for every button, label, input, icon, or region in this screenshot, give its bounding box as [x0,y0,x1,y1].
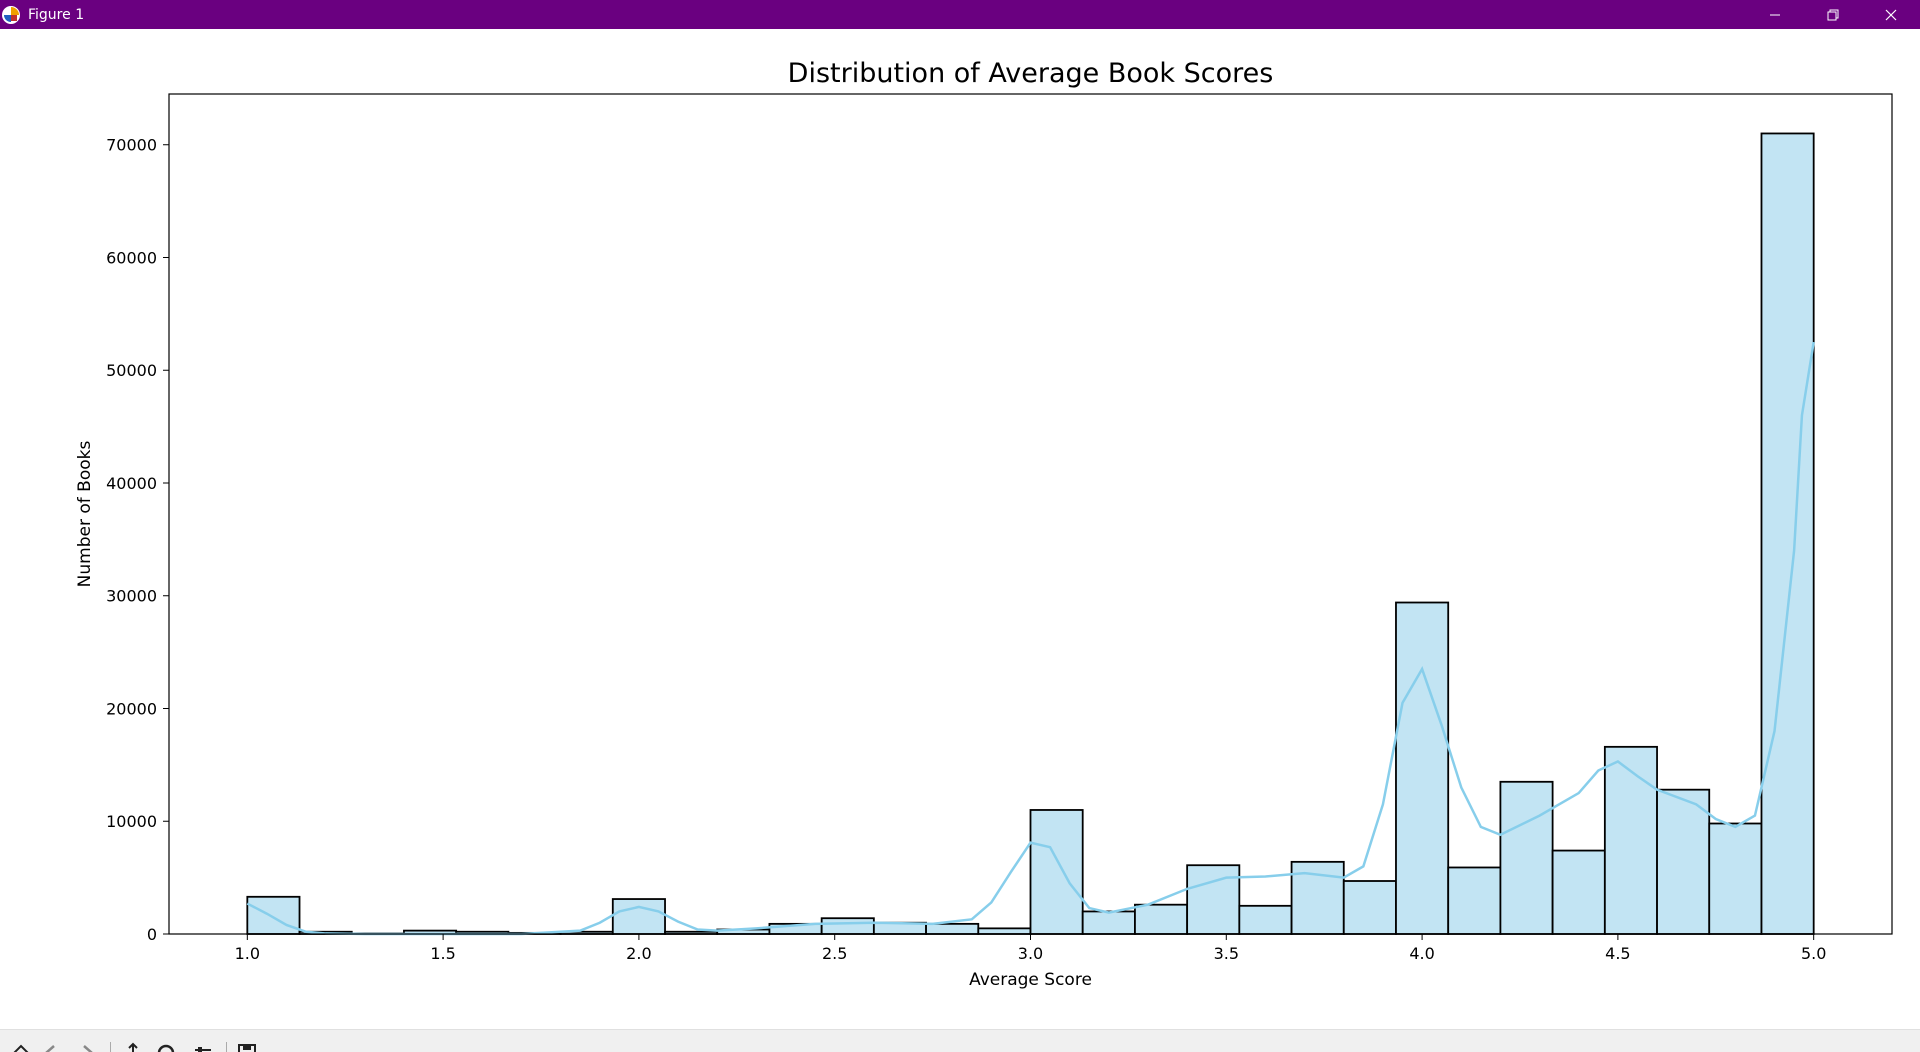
navigation-toolbar [0,1029,1920,1052]
kde-curve [246,341,1815,936]
histogram-bar [1603,745,1658,935]
x-tick-label: 4.5 [1605,944,1630,963]
histogram-bar [1499,780,1554,935]
x-tick-label: 1.5 [430,944,455,963]
y-tick-label: 50000 [106,361,157,380]
x-tick-label: 2.0 [626,944,651,963]
window-title: Figure 1 [28,6,85,23]
close-icon [1885,9,1897,20]
x-axis-label: Average Score [969,970,1092,990]
toolbar-separator [110,1042,111,1052]
histogram-bar [1760,132,1815,935]
y-tick-label: 0 [147,925,157,944]
minimize-icon [1770,14,1780,15]
histogram-bar [977,927,1032,935]
y-tick-label: 30000 [106,587,157,606]
y-axis-ticks: 0 10000 20000 30000 40000 50000 60000 70000 [106,136,169,944]
histogram-bar [1447,866,1502,935]
x-tick-label: 1.0 [235,944,260,963]
histogram-bar [1551,849,1606,935]
x-tick-label: 3.0 [1018,944,1043,963]
histogram-bar [1395,601,1450,935]
restore-icon [1827,9,1839,20]
figure-canvas: Distribution of Average Book Scores 1.0 1… [0,29,1920,1029]
histogram-chart: Distribution of Average Book Scores 1.0 1… [75,58,1893,990]
x-tick-label: 3.5 [1214,944,1239,963]
x-axis-ticks: 1.0 1.5 2.0 2.5 3.0 3.5 4.0 4.5 5.0 [235,934,1826,963]
save-icon[interactable] [236,1042,258,1052]
zoom-icon[interactable] [156,1042,178,1052]
x-tick-label: 5.0 [1801,944,1826,963]
histogram-bar [1238,904,1293,935]
pan-icon[interactable] [122,1042,144,1052]
window-controls [1746,0,1920,29]
y-tick-label: 20000 [106,699,157,718]
y-tick-label: 60000 [106,248,157,267]
close-button[interactable] [1862,0,1920,29]
histogram-bar [1081,910,1136,935]
histogram-bar [820,917,875,935]
y-tick-label: 40000 [106,474,157,493]
forward-icon[interactable] [76,1042,98,1052]
histogram-bar [1708,822,1763,935]
back-icon[interactable] [40,1042,62,1052]
configure-icon[interactable] [192,1042,214,1052]
histogram-bars [246,132,1815,935]
histogram-bar [1656,788,1711,935]
toolbar-separator [226,1042,227,1052]
histogram-bar [246,895,301,935]
histogram-bar [1134,903,1189,935]
window-titlebar: Figure 1 [0,0,1920,29]
histogram-bar [1186,864,1241,935]
chart-title: Distribution of Average Book Scores [788,58,1274,89]
matplotlib-app-icon [2,5,20,24]
histogram-bar [925,922,980,935]
histogram-bar [1342,880,1397,935]
minimize-button[interactable] [1746,0,1804,29]
y-axis-label: Number of Books [75,441,95,588]
restore-button[interactable] [1804,0,1862,29]
y-tick-label: 10000 [106,812,157,831]
histogram-bar [611,898,666,935]
x-tick-label: 4.0 [1409,944,1434,963]
y-tick-label: 70000 [106,136,157,155]
x-tick-label: 2.5 [822,944,847,963]
histogram-bar [1029,809,1084,935]
